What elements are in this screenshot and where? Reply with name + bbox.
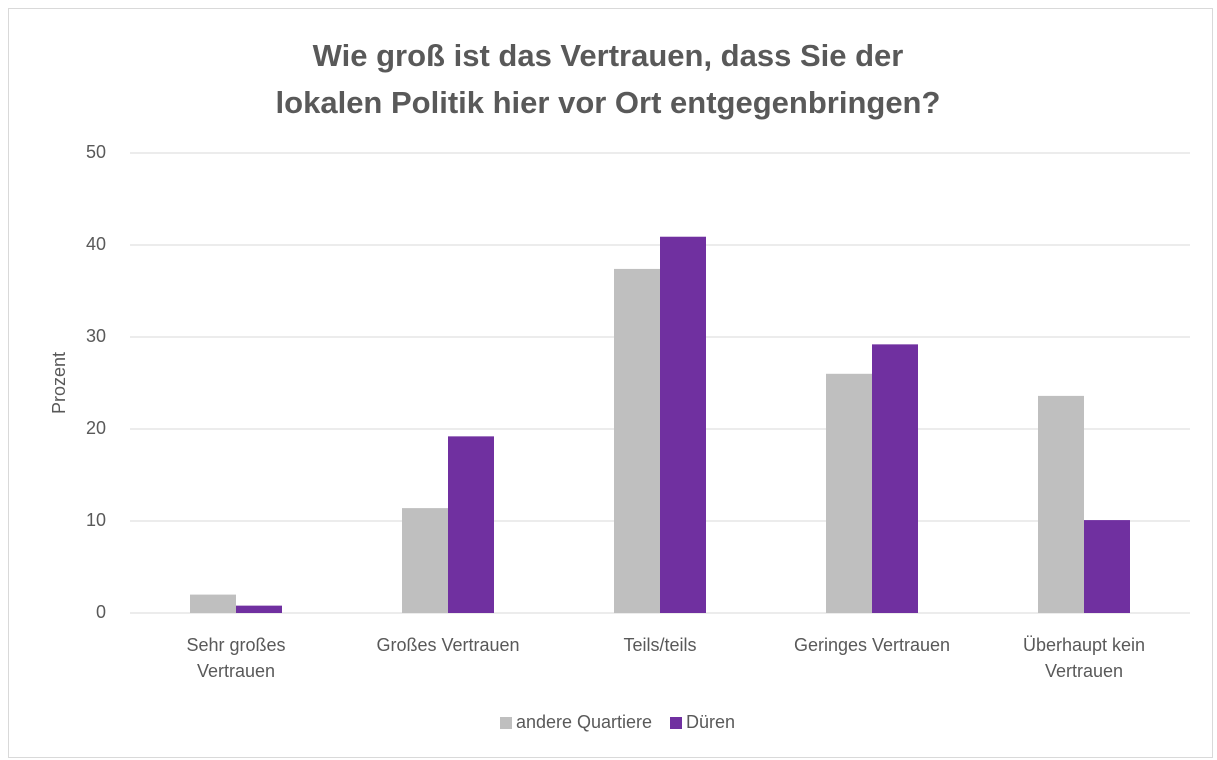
x-tick-label: Überhaupt kein Vertrauen: [1022, 635, 1146, 681]
x-tick-label: Teils/teils: [623, 635, 697, 655]
bar: [614, 268, 660, 613]
y-tick-label: 10: [86, 510, 106, 530]
bar: [872, 344, 918, 613]
legend-swatch: [499, 717, 512, 729]
x-tick-label: Sehr großes Vertrauen: [186, 635, 286, 681]
bar: [660, 236, 706, 613]
y-tick-label: 40: [86, 234, 106, 254]
chart-frame: [8, 8, 1213, 758]
x-tick-label: Geringes Vertrauen: [793, 635, 951, 655]
y-tick-label: 0: [96, 602, 106, 622]
y-tick-label: 20: [86, 418, 106, 438]
bar: [826, 373, 872, 613]
y-tick-label: 50: [86, 142, 106, 162]
x-tick-label: Großes Vertrauen: [376, 635, 520, 655]
bar: [236, 605, 282, 613]
chart-title: Wie groß ist das Vertrauen, dass Sie der…: [275, 38, 941, 120]
legend: andere Quartiere Düren: [0, 712, 1217, 733]
y-axis-label: Prozent: [49, 352, 69, 414]
bar: [448, 436, 494, 613]
bar: [190, 594, 236, 613]
bar: [402, 508, 448, 613]
legend-label: Düren: [686, 712, 736, 732]
bar: [1084, 520, 1130, 613]
y-tick-label: 30: [86, 326, 106, 346]
legend-label: andere Quartiere: [515, 712, 653, 732]
legend-swatch: [670, 717, 683, 729]
bar: [1038, 395, 1084, 613]
